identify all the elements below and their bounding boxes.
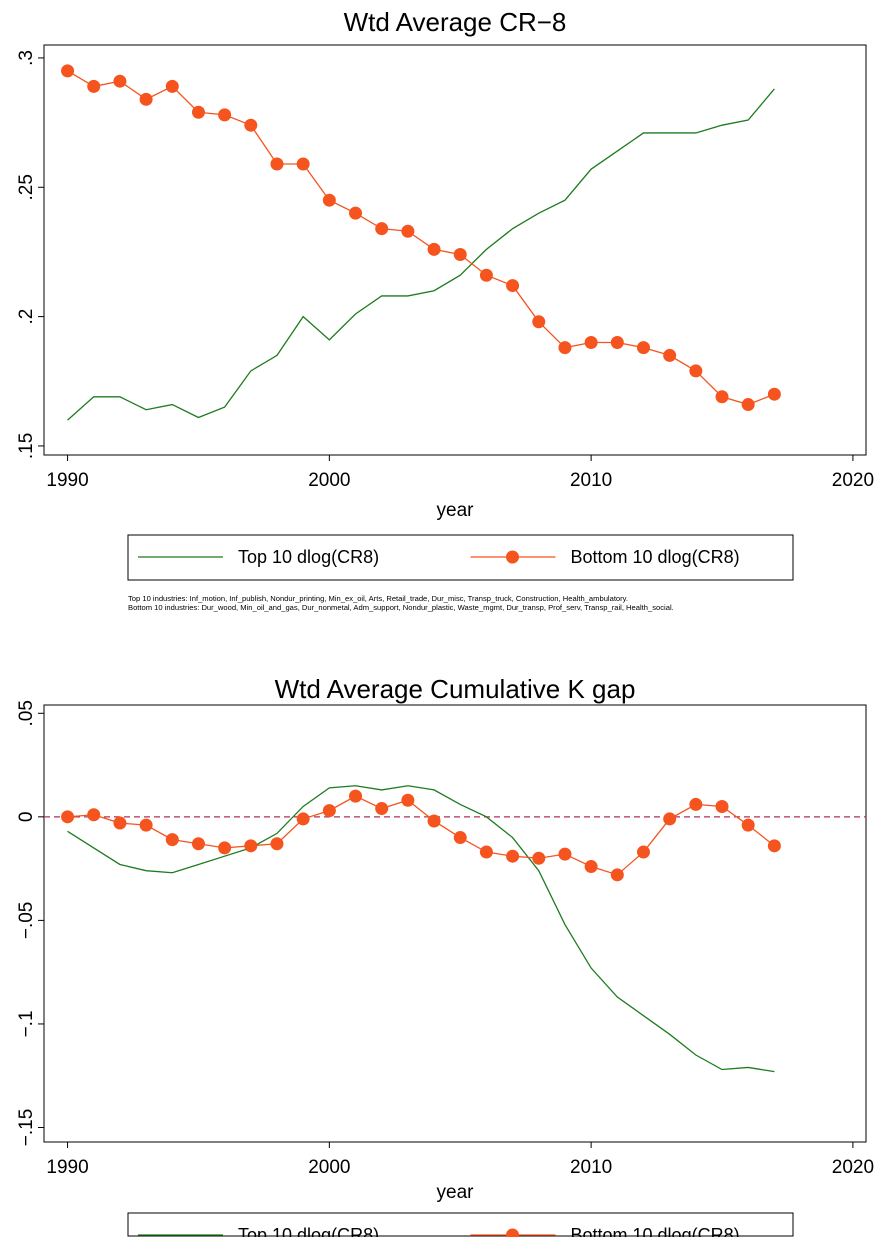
y-tick-label: .25 (16, 174, 37, 200)
point (689, 797, 703, 811)
point (270, 157, 284, 171)
point (741, 398, 755, 412)
point (532, 315, 546, 329)
chart-title: Wtd Average CR−8 (344, 7, 567, 37)
x-tick-label: 2020 (832, 470, 874, 491)
point (767, 839, 781, 853)
y-tick-label: .15 (16, 433, 37, 459)
point (322, 193, 336, 207)
note: Top 10 industries: Inf_motion, Inf_publi… (128, 594, 628, 603)
point (244, 118, 258, 132)
point (113, 74, 127, 88)
point (375, 802, 389, 816)
point (218, 841, 232, 855)
series-line (67, 70, 775, 406)
point (479, 268, 493, 282)
x-tick-label: 2010 (570, 1157, 612, 1178)
point (322, 804, 336, 818)
x-axis-label: year (437, 500, 475, 521)
legend-label: Bottom 10 dlog(CR8) (571, 547, 740, 567)
series-line (67, 88, 775, 421)
point (61, 810, 75, 824)
point (453, 248, 467, 262)
legend-box (127, 534, 794, 581)
y-tick-label: −.05 (16, 902, 37, 940)
series-line (67, 795, 775, 876)
y-tick-label: −.15 (16, 1109, 37, 1147)
note: Bottom 10 industries: Dur_wood, Min_oil_… (128, 603, 674, 612)
point (87, 808, 101, 822)
point (427, 814, 441, 828)
point (506, 849, 520, 863)
plot-frame (43, 44, 867, 456)
point (244, 839, 258, 853)
y-tick-label: 0 (16, 812, 37, 823)
point (663, 348, 677, 362)
legend-marker (506, 1228, 519, 1237)
point (453, 831, 467, 845)
point (689, 364, 703, 378)
point (663, 812, 677, 826)
point (139, 92, 153, 106)
point (636, 845, 650, 859)
point (401, 793, 415, 807)
point (375, 222, 389, 236)
point (584, 335, 598, 349)
legend-box (127, 1212, 794, 1237)
point (349, 789, 363, 803)
point (191, 837, 205, 851)
legend-label: Bottom 10 dlog(CR8) (571, 1225, 740, 1237)
point (558, 847, 572, 861)
point (584, 860, 598, 874)
y-tick-label: .05 (16, 700, 37, 726)
legend-label: Top 10 dlog(CR8) (238, 1225, 379, 1237)
point (767, 387, 781, 401)
x-tick-label: 2000 (308, 1157, 350, 1178)
point (715, 799, 729, 813)
x-tick-label: 2020 (832, 1157, 874, 1178)
y-tick-label: −.1 (16, 1010, 37, 1037)
point (558, 341, 572, 355)
x-tick-label: 2000 (308, 470, 350, 491)
x-tick-label: 1990 (46, 1157, 88, 1178)
legend-marker (506, 550, 519, 564)
y-tick-label: .2 (16, 309, 37, 325)
point (218, 108, 232, 122)
point (610, 335, 624, 349)
point (479, 845, 493, 859)
point (139, 818, 153, 832)
point (270, 837, 284, 851)
point (61, 64, 75, 78)
x-tick-label: 1990 (46, 470, 88, 491)
point (532, 851, 546, 865)
x-tick-label: 2010 (570, 470, 612, 491)
point (636, 341, 650, 355)
point (610, 868, 624, 882)
point (401, 224, 415, 238)
point (741, 818, 755, 832)
point (506, 279, 520, 293)
series-line (67, 785, 775, 1073)
y-tick-label: .3 (16, 50, 37, 66)
point (165, 833, 179, 847)
point (191, 105, 205, 119)
point (113, 816, 127, 830)
point (349, 206, 363, 220)
point (715, 390, 729, 404)
x-axis-label: year (437, 1182, 475, 1203)
point (165, 79, 179, 93)
plot-frame (43, 704, 867, 1143)
point (427, 242, 441, 256)
point (87, 79, 101, 93)
point (296, 157, 310, 171)
legend-label: Top 10 dlog(CR8) (238, 547, 379, 567)
chart-title: Wtd Average Cumulative K gap (275, 674, 636, 704)
point (296, 812, 310, 826)
